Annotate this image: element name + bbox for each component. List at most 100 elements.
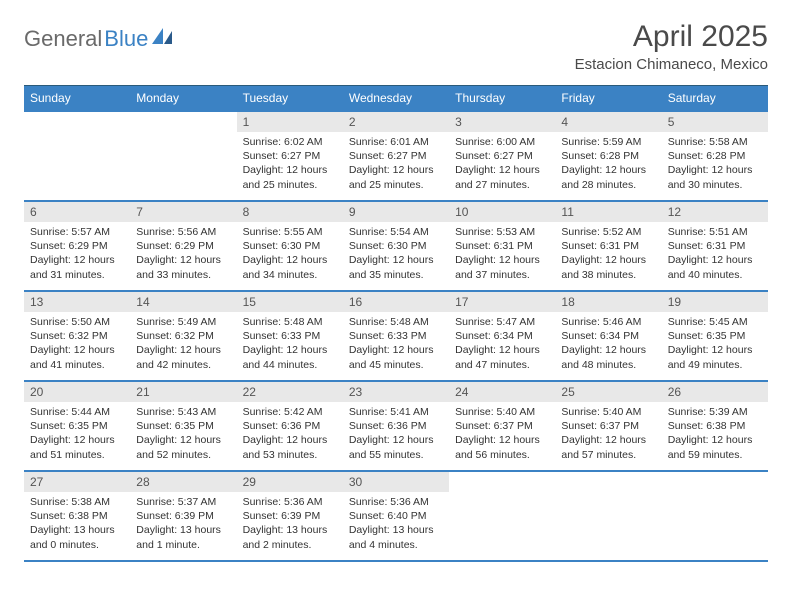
day-details: Sunrise: 5:52 AMSunset: 6:31 PMDaylight:… <box>555 222 661 288</box>
day-details: Sunrise: 5:40 AMSunset: 6:37 PMDaylight:… <box>555 402 661 468</box>
day-cell: 16Sunrise: 5:48 AMSunset: 6:33 PMDayligh… <box>343 291 449 381</box>
day-details: Sunrise: 5:48 AMSunset: 6:33 PMDaylight:… <box>237 312 343 378</box>
day-details: Sunrise: 5:48 AMSunset: 6:33 PMDaylight:… <box>343 312 449 378</box>
day-cell: 7Sunrise: 5:56 AMSunset: 6:29 PMDaylight… <box>130 201 236 291</box>
day-details: Sunrise: 6:02 AMSunset: 6:27 PMDaylight:… <box>237 132 343 198</box>
calendar-header-row: SundayMondayTuesdayWednesdayThursdayFrid… <box>24 86 768 112</box>
week-row: 27Sunrise: 5:38 AMSunset: 6:38 PMDayligh… <box>24 471 768 561</box>
day-details: Sunrise: 5:38 AMSunset: 6:38 PMDaylight:… <box>24 492 130 558</box>
day-details: Sunrise: 5:50 AMSunset: 6:32 PMDaylight:… <box>24 312 130 378</box>
day-cell: 18Sunrise: 5:46 AMSunset: 6:34 PMDayligh… <box>555 291 661 381</box>
day-cell: 24Sunrise: 5:40 AMSunset: 6:37 PMDayligh… <box>449 381 555 471</box>
day-number: 2 <box>343 112 449 132</box>
day-cell: 11Sunrise: 5:52 AMSunset: 6:31 PMDayligh… <box>555 201 661 291</box>
day-cell: 29Sunrise: 5:36 AMSunset: 6:39 PMDayligh… <box>237 471 343 561</box>
day-number: 5 <box>662 112 768 132</box>
day-number: 24 <box>449 382 555 402</box>
day-number: 22 <box>237 382 343 402</box>
day-details: Sunrise: 5:37 AMSunset: 6:39 PMDaylight:… <box>130 492 236 558</box>
day-details: Sunrise: 5:54 AMSunset: 6:30 PMDaylight:… <box>343 222 449 288</box>
weekday-header: Friday <box>555 86 661 112</box>
day-details: Sunrise: 5:40 AMSunset: 6:37 PMDaylight:… <box>449 402 555 468</box>
day-number: 25 <box>555 382 661 402</box>
day-number: 29 <box>237 472 343 492</box>
day-cell: 4Sunrise: 5:59 AMSunset: 6:28 PMDaylight… <box>555 111 661 201</box>
day-cell: 20Sunrise: 5:44 AMSunset: 6:35 PMDayligh… <box>24 381 130 471</box>
day-cell: 8Sunrise: 5:55 AMSunset: 6:30 PMDaylight… <box>237 201 343 291</box>
logo: GeneralBlue <box>24 26 174 52</box>
day-details: Sunrise: 5:36 AMSunset: 6:39 PMDaylight:… <box>237 492 343 558</box>
weekday-header: Sunday <box>24 86 130 112</box>
week-row: 13Sunrise: 5:50 AMSunset: 6:32 PMDayligh… <box>24 291 768 381</box>
day-number: 15 <box>237 292 343 312</box>
header: GeneralBlue April 2025 Estacion Chimanec… <box>24 20 768 73</box>
day-details: Sunrise: 5:49 AMSunset: 6:32 PMDaylight:… <box>130 312 236 378</box>
location-text: Estacion Chimaneco, Mexico <box>575 56 768 73</box>
day-details: Sunrise: 5:51 AMSunset: 6:31 PMDaylight:… <box>662 222 768 288</box>
day-number: 7 <box>130 202 236 222</box>
day-cell: 19Sunrise: 5:45 AMSunset: 6:35 PMDayligh… <box>662 291 768 381</box>
day-cell <box>555 471 661 561</box>
day-details: Sunrise: 5:47 AMSunset: 6:34 PMDaylight:… <box>449 312 555 378</box>
day-number: 13 <box>24 292 130 312</box>
day-details: Sunrise: 5:46 AMSunset: 6:34 PMDaylight:… <box>555 312 661 378</box>
week-row: 1Sunrise: 6:02 AMSunset: 6:27 PMDaylight… <box>24 111 768 201</box>
day-cell: 30Sunrise: 5:36 AMSunset: 6:40 PMDayligh… <box>343 471 449 561</box>
day-cell: 10Sunrise: 5:53 AMSunset: 6:31 PMDayligh… <box>449 201 555 291</box>
day-details: Sunrise: 5:59 AMSunset: 6:28 PMDaylight:… <box>555 132 661 198</box>
day-cell: 12Sunrise: 5:51 AMSunset: 6:31 PMDayligh… <box>662 201 768 291</box>
weekday-header: Wednesday <box>343 86 449 112</box>
weekday-header: Monday <box>130 86 236 112</box>
day-number: 30 <box>343 472 449 492</box>
day-number: 20 <box>24 382 130 402</box>
day-number: 16 <box>343 292 449 312</box>
day-cell: 22Sunrise: 5:42 AMSunset: 6:36 PMDayligh… <box>237 381 343 471</box>
day-cell: 9Sunrise: 5:54 AMSunset: 6:30 PMDaylight… <box>343 201 449 291</box>
day-details: Sunrise: 5:43 AMSunset: 6:35 PMDaylight:… <box>130 402 236 468</box>
day-number: 10 <box>449 202 555 222</box>
day-details: Sunrise: 5:36 AMSunset: 6:40 PMDaylight:… <box>343 492 449 558</box>
day-cell <box>24 111 130 201</box>
day-cell: 26Sunrise: 5:39 AMSunset: 6:38 PMDayligh… <box>662 381 768 471</box>
day-number: 23 <box>343 382 449 402</box>
day-details: Sunrise: 5:39 AMSunset: 6:38 PMDaylight:… <box>662 402 768 468</box>
weekday-header: Tuesday <box>237 86 343 112</box>
day-number: 9 <box>343 202 449 222</box>
day-cell: 27Sunrise: 5:38 AMSunset: 6:38 PMDayligh… <box>24 471 130 561</box>
day-number: 21 <box>130 382 236 402</box>
day-cell <box>662 471 768 561</box>
day-cell: 13Sunrise: 5:50 AMSunset: 6:32 PMDayligh… <box>24 291 130 381</box>
day-details: Sunrise: 5:57 AMSunset: 6:29 PMDaylight:… <box>24 222 130 288</box>
day-number: 11 <box>555 202 661 222</box>
month-title: April 2025 <box>575 20 768 54</box>
day-details: Sunrise: 6:00 AMSunset: 6:27 PMDaylight:… <box>449 132 555 198</box>
day-cell <box>449 471 555 561</box>
day-cell: 21Sunrise: 5:43 AMSunset: 6:35 PMDayligh… <box>130 381 236 471</box>
day-number: 17 <box>449 292 555 312</box>
day-details: Sunrise: 5:44 AMSunset: 6:35 PMDaylight:… <box>24 402 130 468</box>
day-number: 14 <box>130 292 236 312</box>
day-cell: 15Sunrise: 5:48 AMSunset: 6:33 PMDayligh… <box>237 291 343 381</box>
day-number: 26 <box>662 382 768 402</box>
day-number: 8 <box>237 202 343 222</box>
weekday-header: Saturday <box>662 86 768 112</box>
day-number: 12 <box>662 202 768 222</box>
day-details: Sunrise: 5:55 AMSunset: 6:30 PMDaylight:… <box>237 222 343 288</box>
week-row: 6Sunrise: 5:57 AMSunset: 6:29 PMDaylight… <box>24 201 768 291</box>
day-cell: 2Sunrise: 6:01 AMSunset: 6:27 PMDaylight… <box>343 111 449 201</box>
day-cell: 23Sunrise: 5:41 AMSunset: 6:36 PMDayligh… <box>343 381 449 471</box>
calendar-table: SundayMondayTuesdayWednesdayThursdayFrid… <box>24 85 768 562</box>
day-cell: 17Sunrise: 5:47 AMSunset: 6:34 PMDayligh… <box>449 291 555 381</box>
day-number: 28 <box>130 472 236 492</box>
day-details: Sunrise: 6:01 AMSunset: 6:27 PMDaylight:… <box>343 132 449 198</box>
logo-text-blue: Blue <box>104 26 148 52</box>
day-details: Sunrise: 5:41 AMSunset: 6:36 PMDaylight:… <box>343 402 449 468</box>
title-block: April 2025 Estacion Chimaneco, Mexico <box>575 20 768 73</box>
day-number: 18 <box>555 292 661 312</box>
day-cell: 3Sunrise: 6:00 AMSunset: 6:27 PMDaylight… <box>449 111 555 201</box>
logo-sail-icon <box>152 28 174 51</box>
day-cell: 25Sunrise: 5:40 AMSunset: 6:37 PMDayligh… <box>555 381 661 471</box>
day-cell: 28Sunrise: 5:37 AMSunset: 6:39 PMDayligh… <box>130 471 236 561</box>
day-details: Sunrise: 5:45 AMSunset: 6:35 PMDaylight:… <box>662 312 768 378</box>
day-cell: 1Sunrise: 6:02 AMSunset: 6:27 PMDaylight… <box>237 111 343 201</box>
